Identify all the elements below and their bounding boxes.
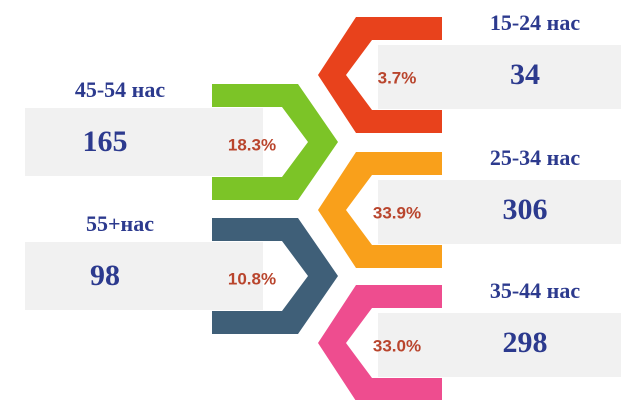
age-label: 35-44 нас xyxy=(490,278,581,303)
chevron xyxy=(318,152,442,268)
count-box xyxy=(25,242,263,310)
percent: 33.9% xyxy=(373,203,421,222)
percent: 18.3% xyxy=(228,135,276,154)
count: 298 xyxy=(503,326,548,359)
chevron xyxy=(318,285,442,400)
count: 34 xyxy=(510,58,540,91)
chevron xyxy=(212,218,338,334)
age-label: 45-54 нас xyxy=(75,77,166,102)
count: 98 xyxy=(90,259,120,292)
percent: 33.0% xyxy=(373,336,421,355)
chevron xyxy=(318,17,442,133)
count-box xyxy=(378,45,621,109)
count-box xyxy=(25,108,263,176)
percent: 10.8% xyxy=(228,269,276,288)
count: 306 xyxy=(503,193,548,226)
age-label: 55+нас xyxy=(86,211,154,236)
count-box xyxy=(378,313,621,377)
chevron xyxy=(212,84,338,200)
count-box xyxy=(378,180,621,244)
age-label: 25-34 нас xyxy=(490,145,581,170)
percent: 3.7% xyxy=(378,68,417,87)
count: 165 xyxy=(83,125,128,158)
age-label: 15-24 нас xyxy=(490,10,581,35)
